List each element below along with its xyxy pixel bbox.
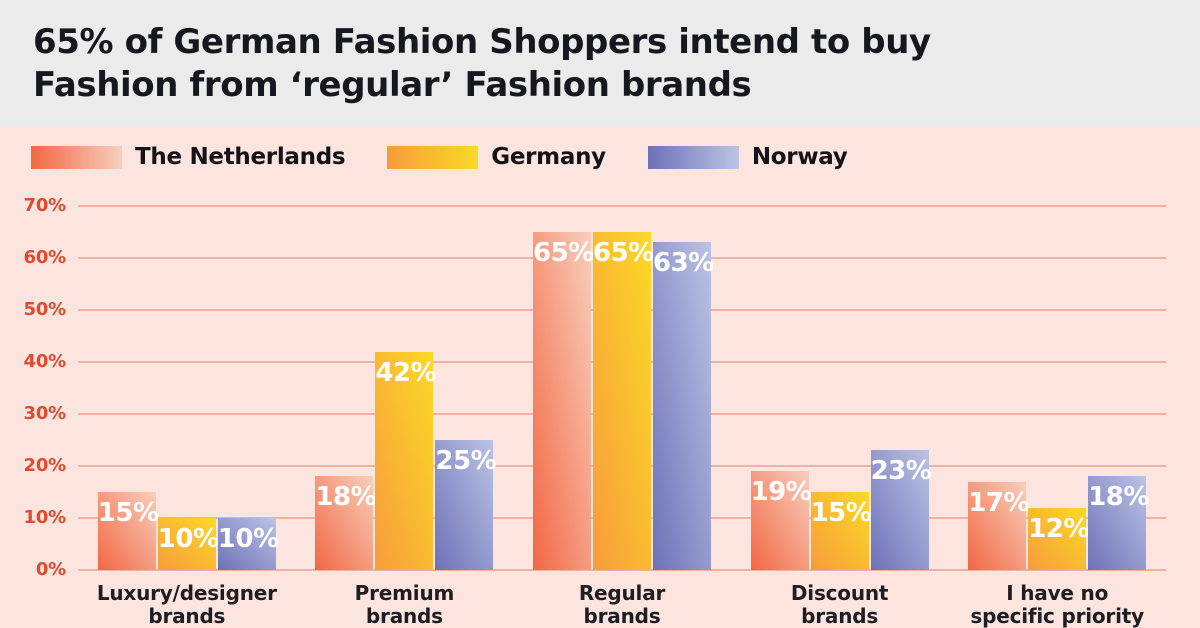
y-tick-label-20: 20% [23,455,67,476]
bar-the-netherlands-regular-brands: 65% [533,232,594,570]
category-label-discount-brands: Discount brands [790,581,889,628]
bar-germany-luxury-designer-brands: 10% [157,518,219,570]
value-label-germany-discount-brands: 15% [810,498,872,528]
y-tick-label-0: 0% [35,559,66,580]
value-label-norway-premium-brands: 25% [435,446,497,476]
legend-label-the-netherlands: The Netherlands [135,144,346,170]
chart-area: 0% 10% 20% 30% 40% 50% 60% 70% 15% 10% 10% Luxury/d… [0,126,1200,628]
y-tick-label-50: 50% [23,299,67,320]
bar-germany-discount-brands: 15% [810,492,872,570]
plot-area: 0% 10% 20% 30% 40% 50% 60% 70% 15% 10% 10% Luxury/d… [0,126,1200,628]
legend-label-norway: Norway [751,144,848,170]
value-label-norway-i-have-no-specific-priority: 18% [1088,482,1149,513]
bar-the-netherlands-premium-brands: 18% [315,476,377,570]
category-label-luxury-designer-brands: Luxury/designer brands [96,581,277,628]
chart-title: 65% of German Fashion Shoppers intend to… [0,0,1200,106]
y-tick-label-70: 70% [23,195,67,216]
value-label-germany-luxury-designer-brands: 10% [157,524,219,554]
value-label-the-netherlands-discount-brands: 19% [750,477,812,508]
y-tick-label-60: 60% [23,247,67,268]
value-label-the-netherlands-luxury-designer-brands: 15% [97,498,159,528]
legend-label-germany: Germany [491,144,606,170]
bar-the-netherlands-i-have-no-specific-priority: 17% [968,481,1029,570]
legend-swatch-norway [647,145,739,169]
value-label-norway-luxury-designer-brands: 10% [217,524,279,554]
value-label-the-netherlands-regular-brands: 65% [533,238,594,268]
value-label-the-netherlands-i-have-no-specific-priority: 17% [968,487,1029,518]
bar-norway-premium-brands: 25% [435,440,497,570]
bar-norway-regular-brands: 63% [653,242,714,570]
bar-norway-i-have-no-specific-priority: 18% [1088,476,1149,570]
bar-the-netherlands-luxury-designer-brands: 15% [97,492,159,570]
legend-item-norway: Norway [647,144,848,170]
value-label-germany-i-have-no-specific-priority: 12% [1028,513,1089,544]
category-label-premium-brands: Premium brands [354,581,455,628]
y-tick-label-10: 10% [23,507,67,528]
value-label-norway-regular-brands: 63% [653,248,714,279]
legend-swatch-germany [387,145,479,169]
category-label-i-have-no-specific-priority: I have no specific priority [970,581,1144,628]
legend-item-the-netherlands: The Netherlands [31,144,346,170]
value-label-germany-regular-brands: 65% [593,238,654,268]
legend: The Netherlands Germany Norway [31,144,848,170]
bar-germany-i-have-no-specific-priority: 12% [1028,507,1089,570]
chart-title-line-1: 65% of German Fashion Shoppers intend to… [33,22,931,62]
gridline-0 [78,569,1166,571]
value-label-norway-discount-brands: 23% [870,456,932,487]
header: 65% of German Fashion Shoppers intend to… [0,0,1200,126]
y-tick-label-40: 40% [23,351,67,372]
value-label-germany-premium-brands: 42% [375,357,437,388]
bar-the-netherlands-discount-brands: 19% [750,471,812,570]
bar-germany-premium-brands: 42% [375,351,437,570]
y-tick-label-30: 30% [23,403,67,424]
legend-item-germany: Germany [387,144,606,170]
value-label-the-netherlands-premium-brands: 18% [315,482,377,513]
legend-swatch-the-netherlands [31,145,122,169]
bar-norway-luxury-designer-brands: 10% [217,518,279,570]
gridline-70 [78,205,1166,207]
category-label-regular-brands: Regular brands [578,581,666,628]
bar-germany-regular-brands: 65% [593,232,654,570]
chart-title-line-2: Fashion from ‘regular’ Fashion brands [33,64,752,105]
bar-norway-discount-brands: 23% [870,450,932,570]
